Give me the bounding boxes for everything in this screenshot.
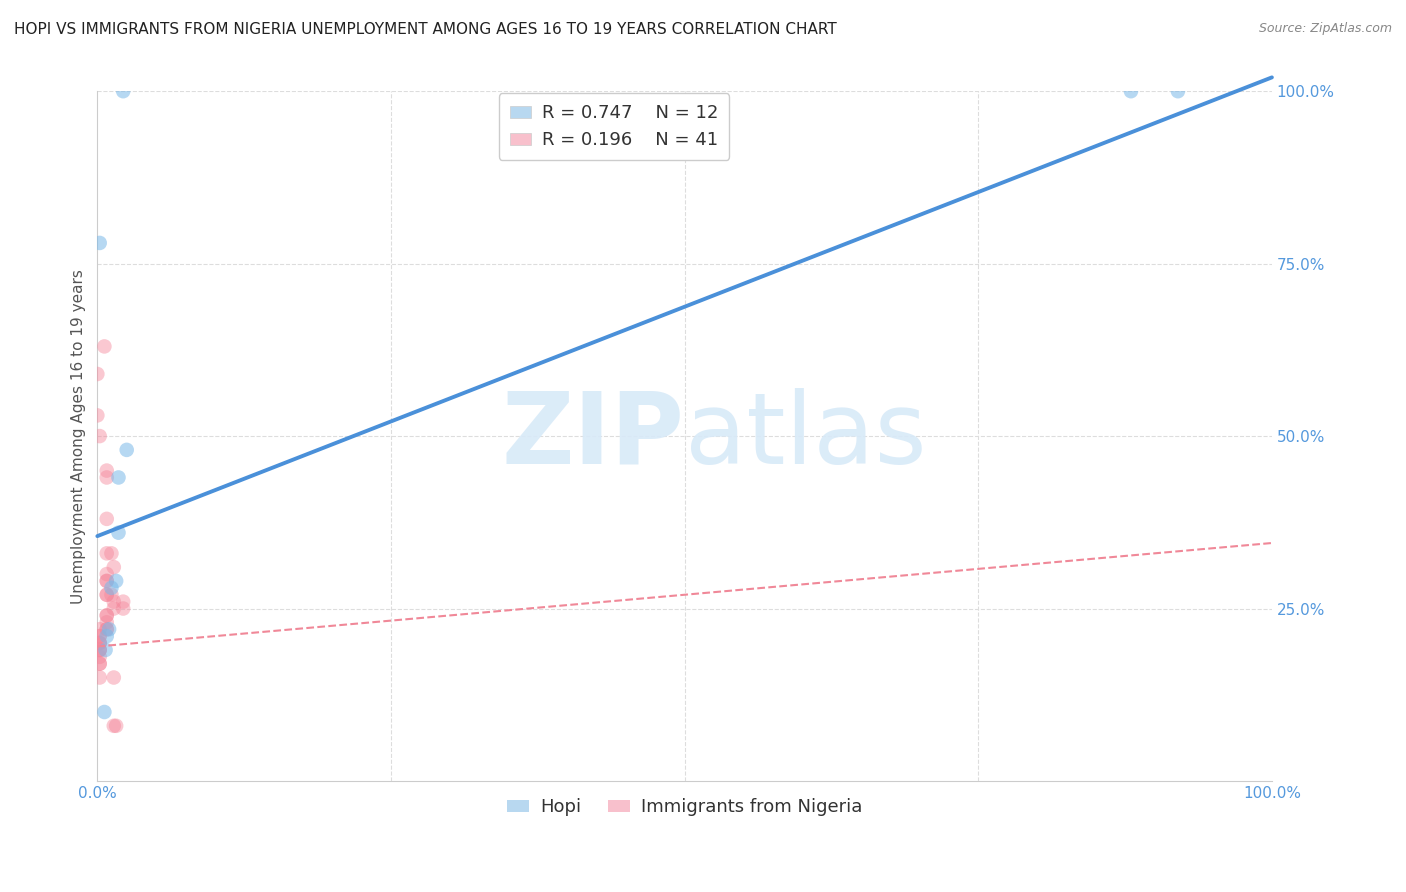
Point <box>89 657 111 671</box>
Point <box>96 608 118 623</box>
Point <box>96 574 118 588</box>
Point <box>96 615 118 630</box>
Point <box>89 235 111 250</box>
Point <box>105 574 128 588</box>
Legend: Hopi, Immigrants from Nigeria: Hopi, Immigrants from Nigeria <box>501 791 869 823</box>
Point <box>115 442 138 457</box>
Point <box>98 622 121 636</box>
Point <box>96 608 118 623</box>
Point <box>93 705 115 719</box>
Text: HOPI VS IMMIGRANTS FROM NIGERIA UNEMPLOYMENT AMONG AGES 16 TO 19 YEARS CORRELATI: HOPI VS IMMIGRANTS FROM NIGERIA UNEMPLOY… <box>14 22 837 37</box>
Text: ZIP: ZIP <box>502 388 685 484</box>
Point <box>103 601 125 615</box>
Point <box>107 470 129 484</box>
Point <box>89 643 111 657</box>
Point <box>89 636 111 650</box>
Point <box>89 429 111 443</box>
Point <box>89 643 111 657</box>
Point <box>103 560 125 574</box>
Text: Source: ZipAtlas.com: Source: ZipAtlas.com <box>1258 22 1392 36</box>
Point <box>96 567 118 582</box>
Point <box>96 470 118 484</box>
Point <box>100 581 122 595</box>
Point <box>105 719 128 733</box>
Point <box>100 588 122 602</box>
Point <box>1119 84 1142 98</box>
Point <box>89 671 111 685</box>
Text: atlas: atlas <box>685 388 927 484</box>
Point <box>112 84 135 98</box>
Point <box>96 512 118 526</box>
Point <box>107 525 129 540</box>
Point <box>96 464 118 478</box>
Point <box>89 657 111 671</box>
Point <box>89 629 111 643</box>
Point <box>96 574 118 588</box>
Point <box>89 636 111 650</box>
Point <box>86 367 108 381</box>
Point <box>94 643 117 657</box>
Point <box>103 719 125 733</box>
Point <box>112 601 135 615</box>
Point <box>96 622 118 636</box>
Point <box>89 649 111 664</box>
Point <box>89 636 111 650</box>
Point <box>89 629 111 643</box>
Point <box>96 629 118 643</box>
Point <box>86 409 108 423</box>
Point <box>96 622 118 636</box>
Point <box>96 588 118 602</box>
Point <box>89 622 111 636</box>
Point <box>103 594 125 608</box>
Point <box>89 643 111 657</box>
Point <box>103 671 125 685</box>
Point <box>100 546 122 560</box>
Y-axis label: Unemployment Among Ages 16 to 19 years: Unemployment Among Ages 16 to 19 years <box>72 268 86 604</box>
Point <box>93 339 115 353</box>
Point <box>96 588 118 602</box>
Point <box>1167 84 1189 98</box>
Point <box>112 594 135 608</box>
Point <box>96 546 118 560</box>
